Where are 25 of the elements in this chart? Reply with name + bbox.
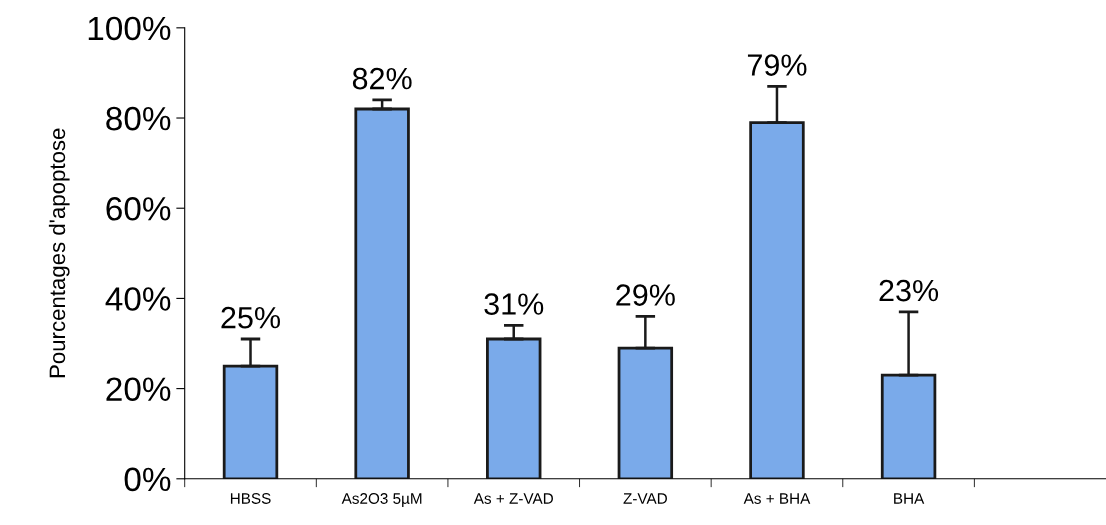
bar [354, 107, 410, 479]
x-tick-label: BHA [894, 493, 925, 504]
data-label: 79% [747, 54, 807, 76]
bar [749, 121, 805, 479]
bar [617, 346, 674, 479]
x-tick-label: HBSS [230, 493, 271, 504]
y-tick-label: 40% [105, 287, 171, 311]
bar [880, 373, 937, 479]
data-label: 25% [221, 306, 280, 329]
y-tick-label: 20% [106, 377, 171, 402]
y-tick-label: 60% [106, 197, 171, 221]
y-tick-label: 0% [124, 467, 171, 492]
bar [222, 364, 279, 479]
y-tick-label: 100% [88, 16, 171, 41]
data-label: 31% [484, 293, 544, 315]
data-label: 29% [616, 284, 675, 306]
data-label: 23% [879, 279, 939, 302]
y-axis-title: Pourcentages d'apoptose [48, 128, 70, 378]
y-tick-label: 80% [106, 106, 171, 131]
x-tick-label: As + Z-VAD [473, 493, 553, 504]
x-tick-label: As + BHA [743, 493, 811, 504]
data-label: 82% [352, 67, 412, 90]
bar [486, 337, 542, 479]
x-tick-label: As2O3 5µM [341, 493, 422, 507]
x-tick-label: Z-VAD [623, 493, 667, 504]
